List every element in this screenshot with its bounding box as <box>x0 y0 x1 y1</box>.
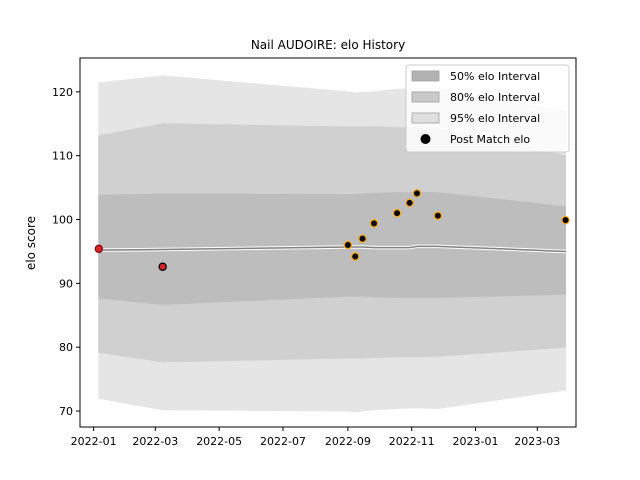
mean-elo-line <box>98 245 566 253</box>
legend-label-post-match-elo: Post Match elo <box>450 133 530 146</box>
legend-box <box>405 64 570 153</box>
post-match-point-9 <box>412 189 422 198</box>
y-axis-label: elo score <box>24 216 38 270</box>
plot-area <box>94 75 570 413</box>
x-tick-label-2023-03: 2023-03 <box>514 435 560 448</box>
legend-swatch-50-elo-interval <box>411 70 440 82</box>
legend-swatch-95-elo-interval <box>411 112 440 124</box>
post-match-point-10 <box>433 211 443 220</box>
legend-label-50-elo-interval: 50% elo Interval <box>450 70 540 83</box>
legend: 50% elo Interval 80% elo Interval 95% elo … <box>405 64 570 153</box>
post-match-point-3 <box>343 240 353 250</box>
post-match-point-2 <box>158 262 167 271</box>
axes: 70 80 90 100 110 120 2022-01 2022-03 2022-05 2022… <box>52 57 577 448</box>
legend-swatch-80-elo-interval <box>411 91 440 103</box>
x-tick-label-2022-01: 2022-01 <box>71 435 117 448</box>
x-tick-label-2022-03: 2022-03 <box>132 435 178 448</box>
y-tick-label-100: 100 <box>52 214 73 227</box>
y-tick-label-120: 120 <box>52 86 73 99</box>
x-tick-label-2022-07: 2022-07 <box>260 435 306 448</box>
legend-label-80-elo-interval: 80% elo Interval <box>450 91 540 104</box>
post-match-point-5 <box>358 234 367 243</box>
legend-marker-post-match-elo <box>420 134 431 144</box>
axes-frame <box>79 57 577 428</box>
post-match-point-1 <box>94 244 104 254</box>
y-tick-label-70: 70 <box>59 405 73 418</box>
x-tick-label-2022-11: 2022-11 <box>389 435 435 448</box>
post-match-point-6 <box>369 219 379 228</box>
x-tick-label-2022-09: 2022-09 <box>325 435 371 448</box>
y-tick-label-110: 110 <box>52 150 73 163</box>
y-tick-label-90: 90 <box>59 277 73 290</box>
x-tick-label-2022-05: 2022-05 <box>196 435 242 448</box>
x-tick-label-2023-01: 2023-01 <box>453 435 499 448</box>
legend-label-95-elo-interval: 95% elo Interval <box>450 112 540 125</box>
post-match-point-8 <box>405 198 414 208</box>
post-match-point-4 <box>351 252 360 261</box>
post-match-point-11 <box>561 215 570 225</box>
chart-title: Nail AUDOIRE: elo History <box>251 38 405 52</box>
post-match-point-7 <box>392 208 402 218</box>
y-tick-label-80: 80 <box>59 341 73 354</box>
